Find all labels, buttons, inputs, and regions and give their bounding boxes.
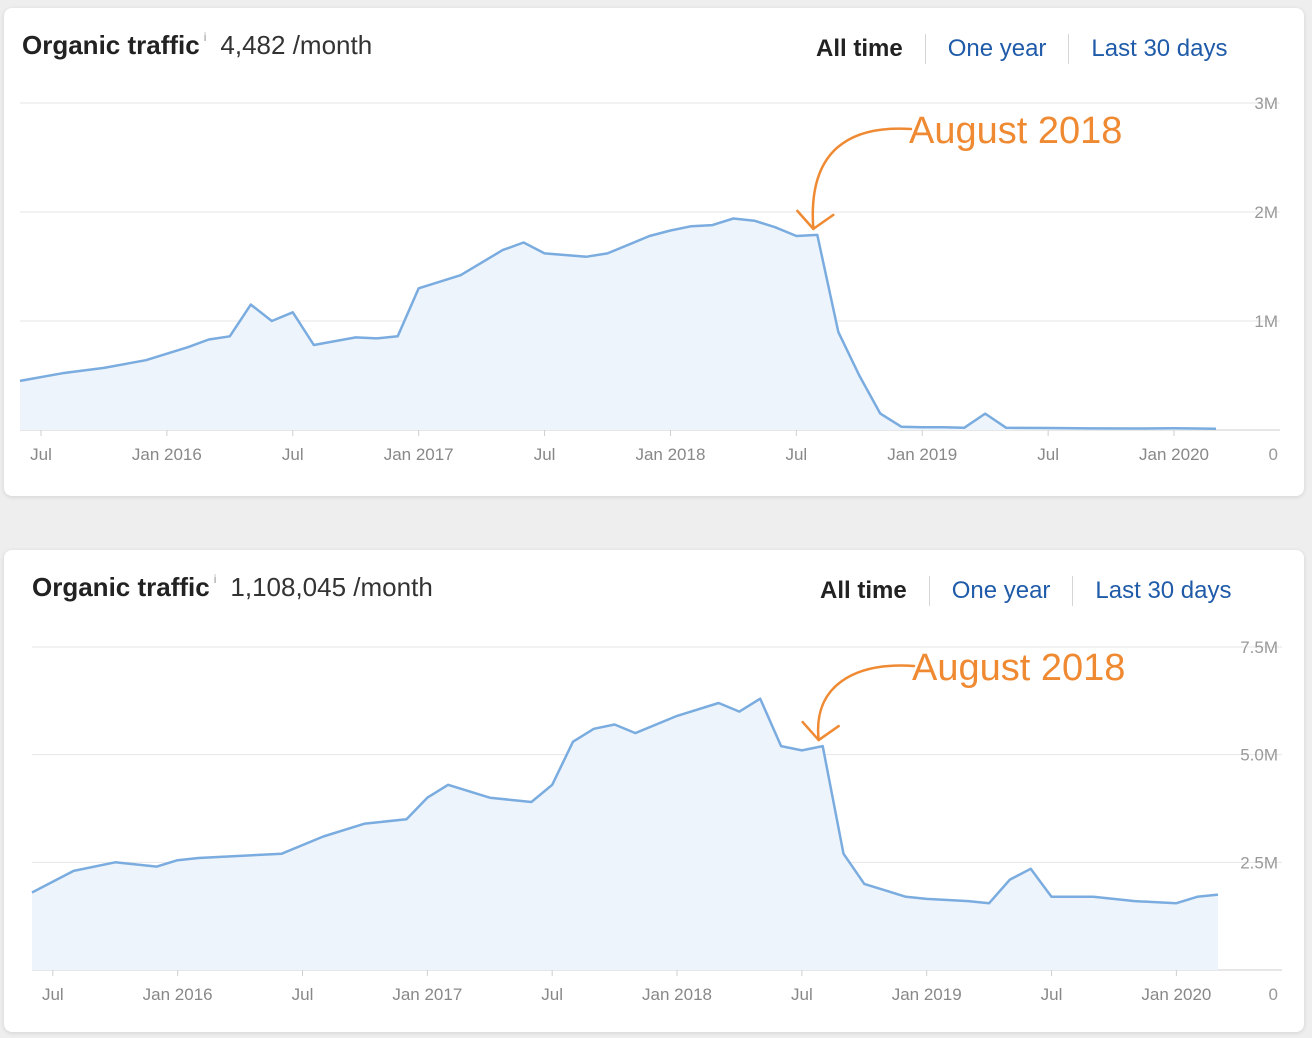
chart-card-1: Organic traffic i 4,482 /month All time On… [4,8,1304,496]
x-tick-label: Jan 2019 [887,445,957,464]
info-icon[interactable]: i [213,572,217,586]
x-tick-label: Jan 2020 [1139,445,1209,464]
tab-divider [1072,576,1074,606]
x-tick-label: Jul [541,985,563,1004]
x-tick-label: Jul [292,985,314,1004]
y-tick-label: 1M [1254,312,1278,331]
y-tick-label: 2.5M [1240,853,1278,872]
x-tick-label: Jul [1037,445,1059,464]
chart-title: Organic traffic i 4,482 /month [22,30,372,61]
info-icon[interactable]: i [203,30,207,44]
x-tick-label: Jul [791,985,813,1004]
x-tick-label: Jan 2017 [384,445,454,464]
title-label: Organic traffic [32,572,210,602]
annotation-arrowhead [801,720,840,742]
tab-divider [924,34,926,64]
time-range-tabs: All time One year Last 30 days [820,576,1232,606]
x-tick-label: Jul [42,985,64,1004]
traffic-value: 1,108,045 /month [230,572,433,602]
x-tick-label: Jul [282,445,304,464]
tab-all-time[interactable]: All time [816,35,903,62]
annotation-arrow [816,664,916,742]
traffic-chart: 0 2.5M 5.0M 7.5M Jul Jan 2016 Jul Jan 2017 Jul Ja… [31,638,1282,1004]
y-tick-label: 5.0M [1240,746,1278,765]
x-tick-label: Jan 2016 [143,985,213,1004]
tab-one-year[interactable]: One year [951,577,1051,604]
tab-divider [928,576,930,606]
annotation-arrow [811,127,913,231]
annotation-label: August 2018 [909,110,1122,152]
series-area [20,218,1216,430]
tab-last-30-days[interactable]: Last 30 days [1095,577,1232,604]
tab-last-30-days[interactable]: Last 30 days [1091,35,1228,62]
tab-divider [1068,34,1070,64]
tab-all-time[interactable]: All time [820,577,907,604]
time-range-tabs: All time One year Last 30 days [816,34,1228,64]
x-tick-label: Jul [785,445,807,464]
x-tick-label: Jan 2017 [392,985,462,1004]
series-area [32,698,1218,970]
title-label: Organic traffic [22,30,200,60]
x-tick-label: Jan 2020 [1141,985,1211,1004]
x-tick-label: Jul [534,445,556,464]
chart-title: Organic traffic i 1,108,045 /month [32,572,433,603]
x-tick-label: Jan 2018 [635,445,705,464]
y-tick-label: 0 [1269,445,1278,464]
annotation-label: August 2018 [912,647,1125,689]
y-tick-label: 2M [1254,203,1278,222]
tab-one-year[interactable]: One year [947,35,1047,62]
y-tick-label: 3M [1254,94,1278,113]
annotation-arrowhead [796,209,835,231]
y-tick-label: 7.5M [1240,638,1278,657]
traffic-value: 4,482 /month [220,30,373,60]
x-tick-label: Jan 2016 [132,445,202,464]
x-tick-label: Jul [30,445,52,464]
x-tick-label: Jul [1041,985,1063,1004]
y-tick-label: 0 [1269,985,1278,1004]
chart-card-2: Organic traffic i 1,108,045 /month All tim… [4,550,1304,1032]
x-tick-label: Jan 2019 [892,985,962,1004]
traffic-chart: 0 1M 2M 3M Jul Jan 2016 Jul Jan 2017 Jul Jan 2018… [19,94,1280,464]
x-tick-label: Jan 2018 [642,985,712,1004]
